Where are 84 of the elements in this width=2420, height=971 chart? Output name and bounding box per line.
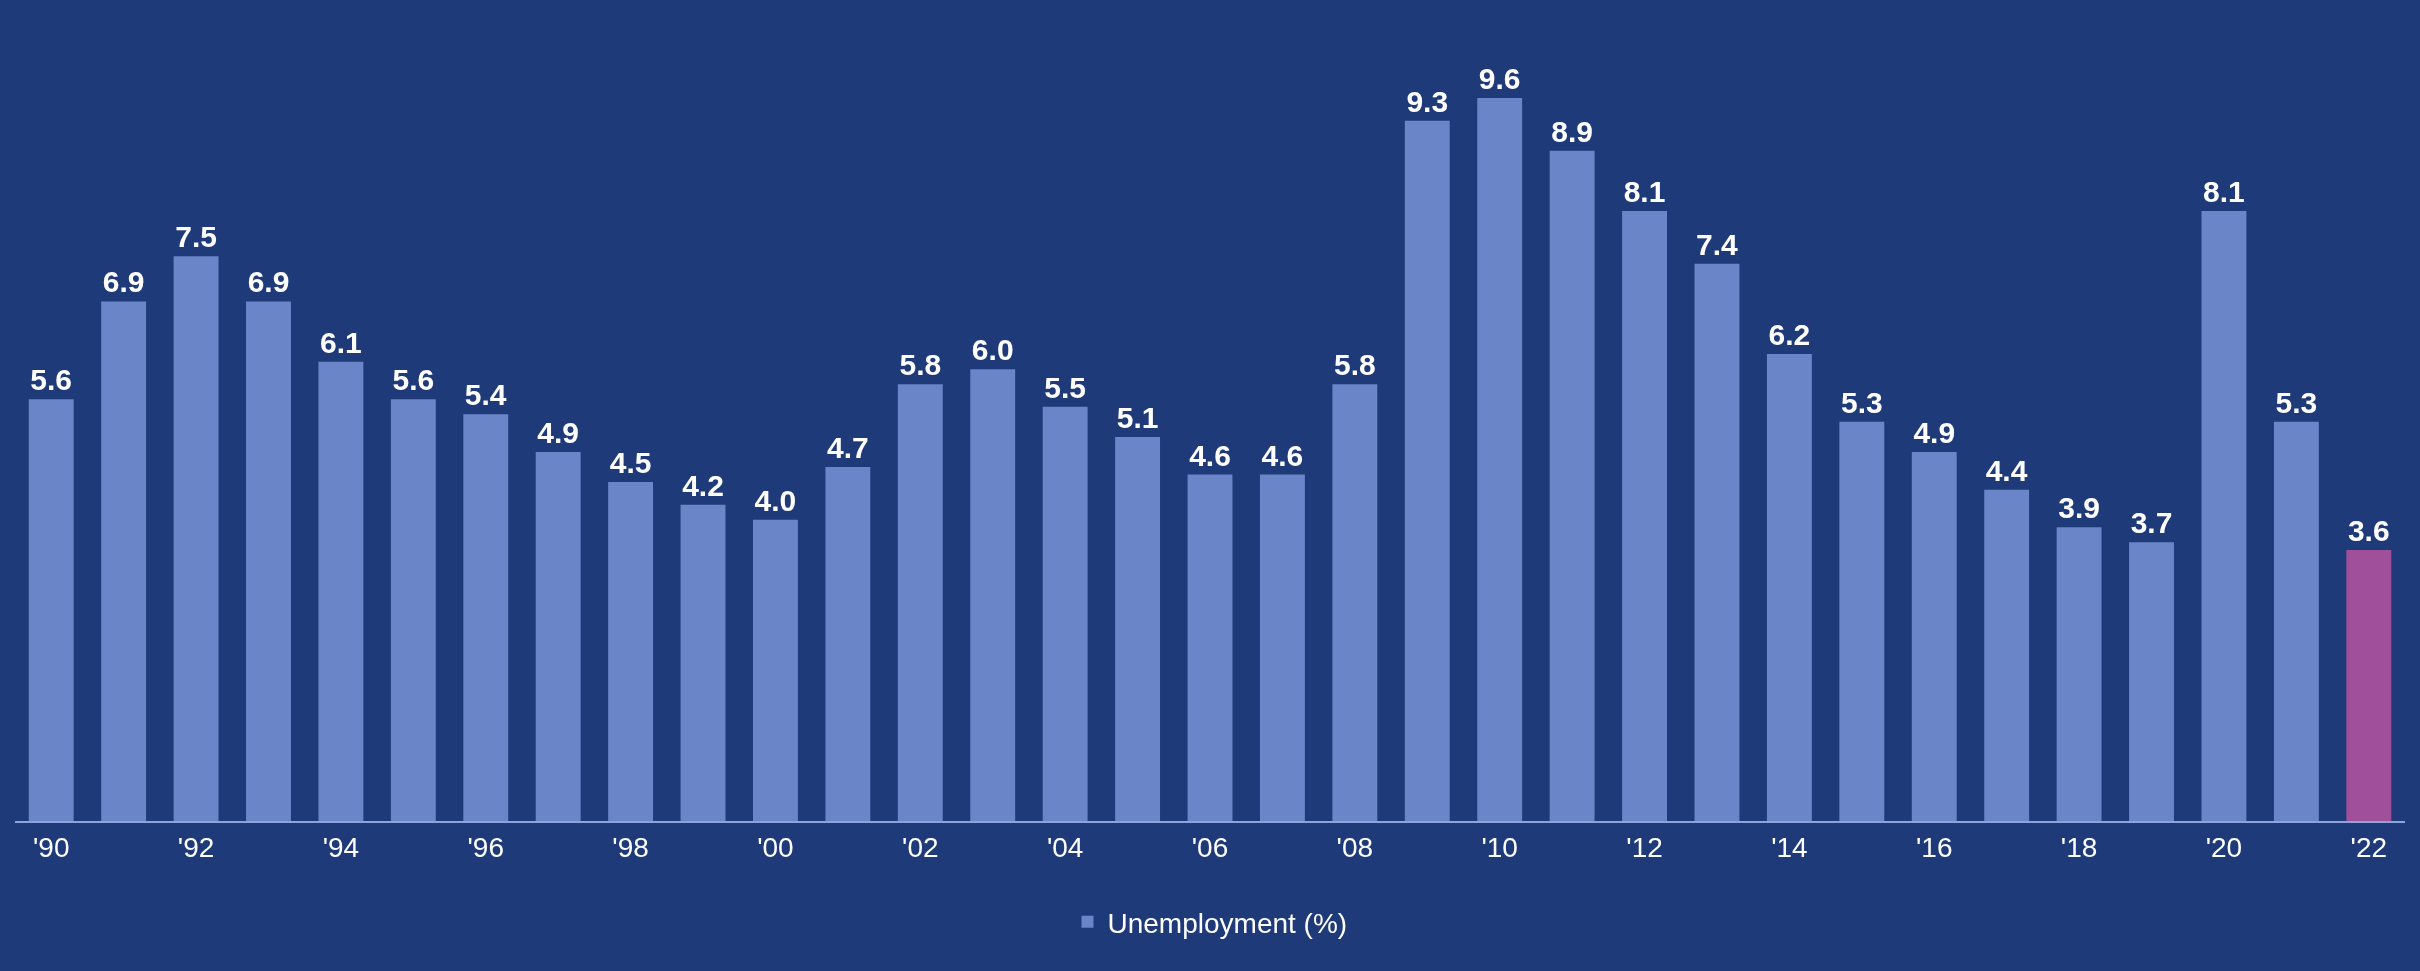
bar xyxy=(1332,384,1378,821)
data-label: 4.5 xyxy=(609,446,652,480)
data-label: 5.4 xyxy=(464,378,507,412)
bar xyxy=(1984,489,2030,821)
data-label: 7.5 xyxy=(175,220,217,254)
bar xyxy=(608,482,654,821)
bar xyxy=(2056,527,2102,821)
data-label: 6.2 xyxy=(1768,318,1811,352)
bar xyxy=(1259,474,1305,821)
data-label: 5.6 xyxy=(392,363,435,397)
bar xyxy=(463,414,509,821)
x-tick-label: '00 xyxy=(757,831,794,863)
data-label: 5.3 xyxy=(1840,385,1883,419)
data-label: 4.6 xyxy=(1261,438,1304,472)
data-label: 4.9 xyxy=(537,415,580,449)
data-label: 6.9 xyxy=(102,265,145,299)
bar xyxy=(246,301,291,821)
x-tick-label: '10 xyxy=(1481,831,1518,863)
bar xyxy=(1839,421,1885,821)
x-tick-label: '18 xyxy=(2060,831,2098,863)
data-label: 3.9 xyxy=(2058,491,2100,525)
bar xyxy=(1549,150,1595,821)
x-tick-label: '94 xyxy=(322,831,360,863)
bar xyxy=(318,361,364,821)
x-tick-label: '04 xyxy=(1046,831,1084,863)
bar xyxy=(101,301,147,821)
bar xyxy=(1622,211,1667,821)
x-tick-label: '02 xyxy=(902,831,939,863)
bar xyxy=(28,399,74,821)
x-tick-label: '92 xyxy=(177,831,215,863)
x-tick-label: '14 xyxy=(1771,831,1808,863)
data-label: 8.1 xyxy=(1623,175,1666,209)
x-tick-label: '96 xyxy=(467,831,505,863)
bar xyxy=(897,384,943,821)
bar xyxy=(753,519,798,821)
data-label: 4.4 xyxy=(1985,453,2028,487)
data-label: 5.3 xyxy=(2275,385,2318,419)
data-label: 5.1 xyxy=(1116,400,1159,434)
bar xyxy=(1187,474,1233,821)
x-tick-label: '20 xyxy=(2205,831,2243,863)
bar xyxy=(390,399,436,821)
data-label: 6.0 xyxy=(971,333,1014,367)
bar xyxy=(1766,354,1812,821)
bar xyxy=(970,369,1016,821)
x-tick-label: '12 xyxy=(1626,831,1663,863)
bar xyxy=(173,256,219,821)
legend-label: Unemployment (%) xyxy=(1107,907,1348,939)
bar xyxy=(1115,436,1161,821)
x-tick-label: '08 xyxy=(1336,831,1374,863)
data-label: 7.4 xyxy=(1695,227,1738,261)
data-label: 4.7 xyxy=(827,431,869,465)
data-label: 9.6 xyxy=(1478,62,1521,96)
bar xyxy=(1694,263,1740,821)
bar xyxy=(1042,406,1088,821)
data-label: 5.5 xyxy=(1044,370,1087,404)
bar xyxy=(1911,451,1957,821)
data-label: 3.6 xyxy=(2347,513,2390,547)
bar xyxy=(2346,549,2392,821)
bar xyxy=(535,451,581,821)
data-label: 4.9 xyxy=(1913,415,1956,449)
data-label: 6.1 xyxy=(320,325,362,359)
data-label: 4.0 xyxy=(754,483,797,517)
data-label: 3.7 xyxy=(2130,506,2173,540)
data-label: 4.6 xyxy=(1189,438,1231,472)
data-label: 5.8 xyxy=(1333,348,1376,382)
data-label: 5.6 xyxy=(30,363,73,397)
bar xyxy=(1404,120,1450,821)
bar xyxy=(825,467,871,821)
data-label: 8.9 xyxy=(1551,114,1593,148)
data-label: 4.2 xyxy=(682,468,724,502)
data-label: 8.1 xyxy=(2203,175,2245,209)
data-label: 9.3 xyxy=(1406,84,1449,118)
x-tick-label: '22 xyxy=(2350,831,2388,863)
bar xyxy=(1477,98,1523,821)
bar xyxy=(2273,421,2319,821)
data-label: 5.8 xyxy=(899,348,942,382)
data-label: 6.9 xyxy=(247,265,290,299)
x-tick-label: '90 xyxy=(32,831,70,863)
bar xyxy=(680,504,726,821)
x-tick-label: '98 xyxy=(612,831,649,863)
x-tick-label: '06 xyxy=(1191,831,1229,863)
x-tick-label: '16 xyxy=(1915,831,1953,863)
bar xyxy=(2201,211,2247,821)
bar xyxy=(2129,542,2174,821)
